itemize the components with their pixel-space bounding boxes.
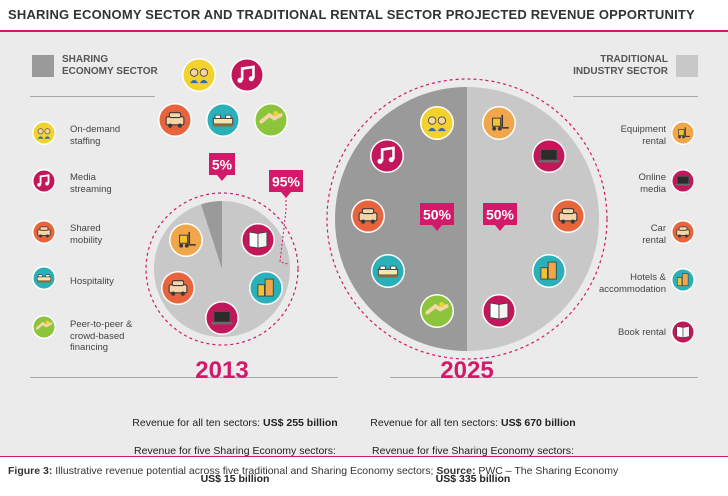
legend-label-hospitality: Hospitality [70, 276, 114, 287]
legend-label-peer-financing: Peer-to-peer & crowd-based financing [70, 319, 133, 353]
pie-2025-book-icon [482, 294, 516, 328]
legend-bed-icon [32, 266, 56, 290]
legend-car-icon [671, 220, 695, 244]
revenue-2013-sharing: US$ 15 billion [200, 473, 270, 485]
legend-label-equipment-rental: Equipment rental [620, 124, 666, 147]
legend-book-icon [671, 320, 695, 344]
legend-label-media-streaming: Media streaming [70, 172, 112, 195]
revenue-2025-sharing: US$ 335 billion [435, 473, 511, 485]
callout-2013-sharing-text: 5% [212, 157, 233, 173]
callout-2025-sharing: 50% [420, 203, 454, 231]
revenue-2025-all-sectors: US$ 670 billion [501, 417, 576, 429]
legend-buildings-icon [671, 268, 695, 292]
revenue-2013-line1-prefix: Revenue for all ten sectors: [132, 417, 264, 429]
pie-2025-music-icon [370, 139, 404, 173]
revenue-2013-line2: Revenue for five Sharing Economy sectors… [134, 445, 336, 457]
pie-2013-forklift-icon [169, 223, 203, 257]
legend-handshake-icon [32, 315, 56, 339]
left-header-rule [30, 96, 155, 97]
cluster-car-icon [158, 103, 192, 137]
revenue-2013-all-sectors: US$ 255 billion [263, 417, 338, 429]
callout-2025-traditional: 50% [483, 203, 517, 231]
callout-2013-leader [279, 196, 289, 265]
legend-label-on-demand-staffing: On-demand staffing [70, 124, 121, 147]
cluster-bed-icon [206, 103, 240, 137]
legend-label-shared-mobility: Shared mobility [70, 223, 103, 246]
traditional-industry-swatch [676, 55, 698, 77]
right-header-rule [573, 96, 698, 97]
pie-2025-forklift-icon [482, 106, 516, 140]
caption-source: PWC – The Sharing Economy [475, 465, 619, 477]
callout-2025-traditional-text: 50% [486, 207, 515, 223]
caption-divider [0, 456, 728, 457]
pie-2025-car-rental-icon [551, 199, 585, 233]
year-label-2025: 2025 [440, 357, 493, 384]
legend-laptop-icon [671, 169, 695, 193]
cluster-handshake-icon [254, 103, 288, 137]
chart-title: SHARING ECONOMY SECTOR AND TRADITIONAL R… [8, 7, 695, 22]
pie-2025-staffing-icon [420, 106, 454, 140]
pie-2013-car-icon [161, 271, 195, 305]
legend-forklift-icon [671, 121, 695, 145]
sharing-economy-header: SHARING ECONOMY SECTOR [62, 54, 158, 77]
caption-source-label: Source: [436, 465, 476, 477]
revenue-2013: Revenue for all ten sectors: US$ 255 bil… [100, 402, 370, 486]
traditional-industry-header: TRADITIONAL INDUSTRY SECTOR [573, 54, 668, 77]
callout-2025-sharing-text: 50% [423, 207, 452, 223]
caption-text: Illustrative revenue potential across fi… [52, 465, 437, 477]
right-bottom-rule [390, 377, 698, 378]
pie-2025-laptop-icon [532, 139, 566, 173]
revenue-2025: Revenue for all ten sectors: US$ 670 bil… [338, 402, 608, 486]
year-label-2013: 2013 [195, 357, 248, 384]
left-bottom-rule [30, 377, 338, 378]
pie-2025-bed-icon [371, 254, 405, 288]
legend-label-online-media: Online media [638, 172, 666, 195]
pie-2013-book-icon [241, 223, 275, 257]
legend-label-book-rental: Book rental [617, 327, 666, 338]
pie-2013-slice-sharing [200, 201, 222, 269]
title-bar: SHARING ECONOMY SECTOR AND TRADITIONAL R… [0, 0, 728, 30]
legend-car-icon [32, 220, 56, 244]
callout-2013-traditional-text: 95% [272, 174, 301, 190]
pie-2013-buildings-icon [249, 271, 283, 305]
pie-2025-slice-sharing [335, 87, 467, 351]
sharing-economy-swatch [32, 55, 54, 77]
pie-2025-slice-traditional [467, 87, 599, 351]
legend-music-icon [32, 169, 56, 193]
callout-2013-traditional: 95% [269, 170, 303, 198]
callout-2013-sharing: 5% [209, 153, 235, 181]
revenue-2025-line1-prefix: Revenue for all ten sectors: [370, 417, 502, 429]
pie-2013-dashed-ring [145, 192, 299, 346]
legend-label-hotels: Hotels & accommodation [598, 272, 666, 295]
pie-2013-laptop-icon [205, 301, 239, 335]
title-divider [0, 30, 728, 32]
pie-2025-handshake-icon [420, 294, 454, 328]
pie-2025-buildings-icon [532, 254, 566, 288]
figure-caption: Figure 3: Illustrative revenue potential… [8, 465, 618, 477]
cluster-staffing-icon [182, 58, 216, 92]
cluster-music-icon [230, 58, 264, 92]
pie-2025-car-icon [351, 199, 385, 233]
legend-staffing-icon [32, 121, 56, 145]
legend-label-car-rental: Car rental [642, 223, 666, 246]
pie-2025-dashed-ring [326, 78, 608, 360]
caption-label: Figure 3: [8, 465, 53, 477]
revenue-2025-line2: Revenue for five Sharing Economy sectors… [372, 445, 574, 457]
